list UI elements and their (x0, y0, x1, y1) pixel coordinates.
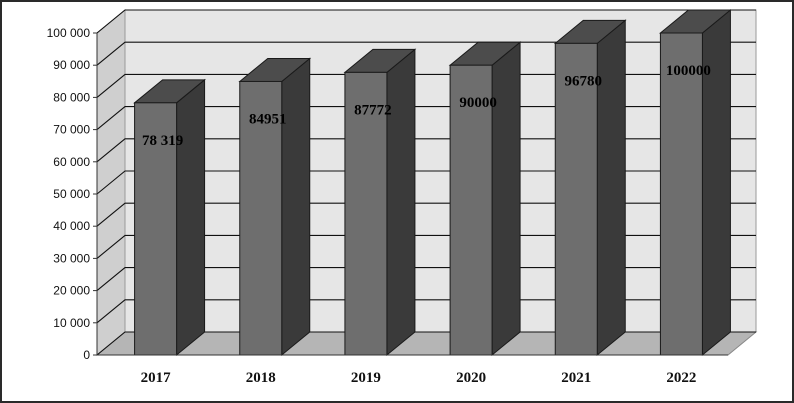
data-label: 78 319 (142, 133, 183, 149)
gridline (96, 9, 756, 34)
bar-side (596, 19, 626, 357)
bar-side (176, 78, 206, 357)
bar-side (386, 48, 416, 357)
data-labels: 78 319 84951 87772 90000 96780 100000 (142, 63, 711, 149)
data-label: 100000 (666, 63, 711, 79)
data-label: 84951 (249, 111, 287, 127)
bar-front (659, 32, 703, 356)
x-axis-ticks: 2017 2018 2019 2020 2021 2022 (97, 354, 728, 386)
bar (133, 78, 206, 357)
y-tick-label: 90 000 (53, 58, 90, 72)
bar-front (449, 64, 493, 356)
bar (238, 57, 312, 357)
bar (448, 41, 522, 357)
y-tick-label: 20 000 (53, 284, 90, 298)
y-tick-label: 10 000 (53, 316, 90, 330)
y-tick-label: 100 000 (47, 26, 91, 40)
gridline (96, 106, 756, 131)
bar-side (281, 57, 311, 357)
gridline (96, 202, 756, 227)
bar-front (134, 102, 178, 356)
y-tick-label: 80 000 (53, 90, 90, 104)
bars (133, 8, 732, 357)
gridline (96, 267, 756, 292)
bar-side (701, 8, 731, 357)
gridline (96, 331, 756, 356)
data-label: 90000 (459, 95, 497, 111)
bar (343, 48, 417, 357)
y-tick-label: 40 000 (53, 219, 90, 233)
gridline (96, 299, 756, 324)
gridlines (96, 9, 756, 356)
x-tick-label: 2018 (246, 370, 276, 386)
x-tick-label: 2022 (666, 370, 696, 386)
bar-front (554, 42, 598, 356)
x-tick-label: 2020 (456, 370, 486, 386)
y-tick-label: 50 000 (53, 187, 90, 201)
bar (553, 19, 627, 357)
bar-front (239, 80, 283, 356)
y-tick-label: 30 000 (53, 251, 90, 265)
x-tick-label: 2021 (561, 370, 591, 386)
data-label: 96780 (565, 73, 603, 89)
x-tick-label: 2019 (351, 370, 381, 386)
bar (659, 8, 732, 357)
gridline (96, 170, 756, 195)
gridline (96, 234, 756, 259)
bar-front (344, 71, 388, 356)
y-tick-label: 60 000 (53, 155, 90, 169)
data-label: 87772 (354, 102, 392, 118)
y-tick-label: 70 000 (53, 123, 90, 137)
y-axis-ticks: 0 10 000 20 000 30 000 40 000 50 000 60 000 70 … (47, 26, 98, 362)
bar-side (491, 41, 521, 357)
gridline (96, 41, 756, 66)
gridline (96, 138, 756, 163)
gridline (96, 73, 756, 98)
y-tick-label: 0 (83, 348, 90, 362)
x-tick-label: 2017 (141, 370, 172, 386)
